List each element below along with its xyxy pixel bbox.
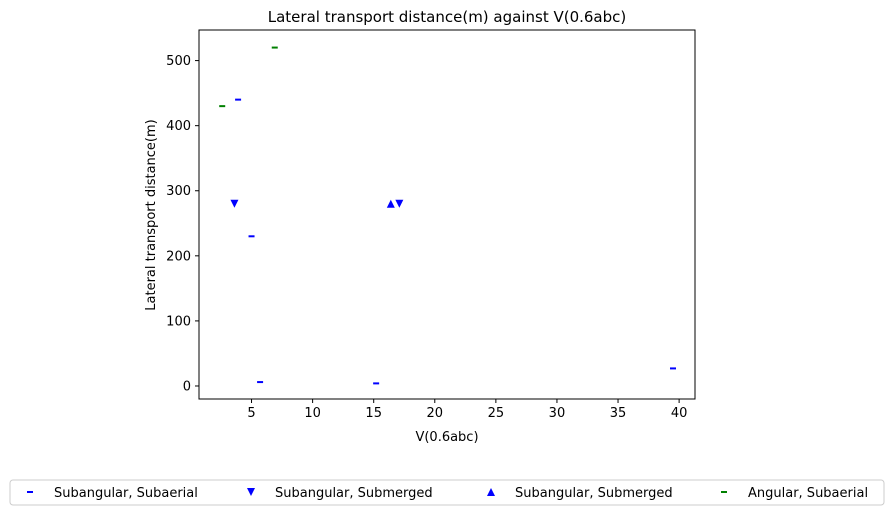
x-tick-label: 20: [427, 406, 444, 421]
y-tick-label: 0: [183, 379, 191, 394]
data-point: [230, 199, 239, 208]
legend-box: [9, 479, 885, 506]
y-tick-label: 500: [166, 54, 191, 69]
x-axis-ticks: 5 10 15 20 25 30 35 40: [247, 399, 687, 421]
x-tick-label: 40: [671, 406, 688, 421]
y-axis-ticks: 0 100 200 300 400 500: [166, 54, 199, 394]
chart-title: Lateral transport distance(m) against V(…: [268, 8, 627, 26]
plot-area: [198, 29, 696, 400]
legend-marker: [487, 488, 495, 496]
legend-label: Subangular, Subaerial: [54, 486, 198, 501]
legend-label: Angular, Subaerial: [748, 486, 868, 501]
legend-label: Subangular, Submerged: [275, 486, 433, 501]
y-axis-label: Lateral transport distance(m): [144, 119, 159, 310]
data-point: [386, 199, 395, 208]
x-tick-label: 10: [304, 406, 321, 421]
x-tick-label: 35: [610, 406, 627, 421]
x-tick-label: 5: [247, 406, 255, 421]
x-tick-label: 25: [488, 406, 505, 421]
y-tick-label: 100: [166, 314, 191, 329]
y-tick-label: 400: [166, 119, 191, 134]
legend: Subangular, Subaerial Subangular, Submerg…: [9, 479, 885, 506]
x-tick-label: 30: [549, 406, 566, 421]
y-tick-label: 300: [166, 184, 191, 199]
x-tick-label: 15: [365, 406, 382, 421]
data-point: [395, 199, 404, 208]
y-tick-label: 200: [166, 249, 191, 264]
x-axis-label: V(0.6abc): [415, 430, 478, 445]
data-points: [219, 46, 677, 385]
legend-label: Subangular, Submerged: [515, 486, 673, 501]
legend-marker: [247, 488, 255, 496]
